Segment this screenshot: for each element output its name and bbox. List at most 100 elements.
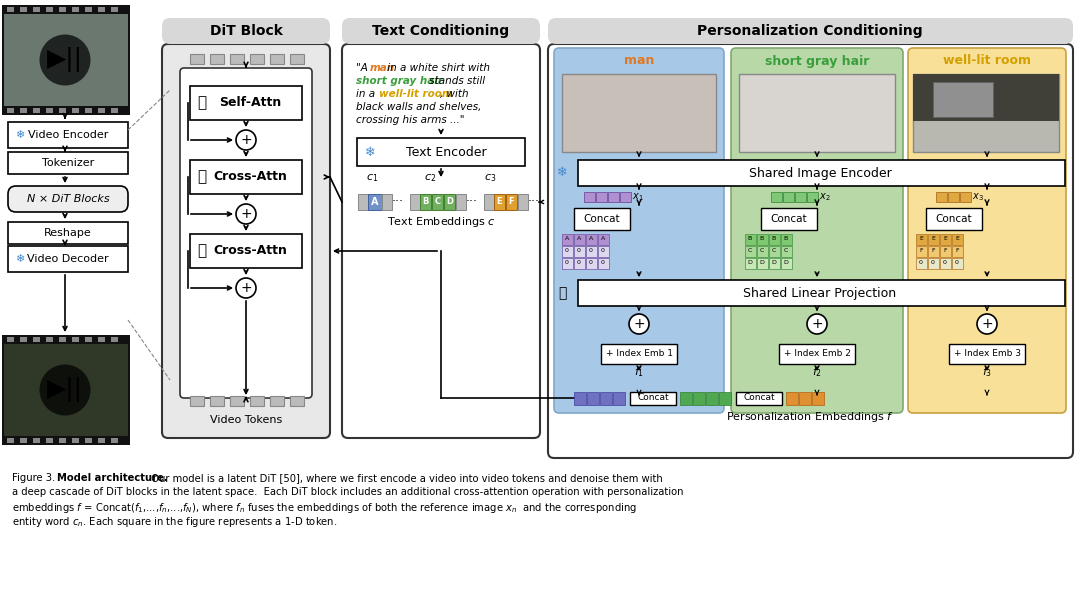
Bar: [588, 392, 599, 405]
FancyBboxPatch shape: [162, 44, 330, 438]
Bar: [59, 438, 66, 443]
Text: ▶||: ▶||: [48, 48, 83, 72]
Text: +: +: [240, 133, 252, 147]
Text: $x_3$: $x_3$: [972, 191, 984, 203]
Text: F: F: [919, 249, 922, 253]
Bar: [21, 7, 27, 12]
Text: well-lit room: well-lit room: [943, 55, 1031, 68]
Bar: [761, 208, 816, 230]
Text: $c_3$: $c_3$: [484, 172, 496, 184]
Text: 0: 0: [955, 260, 959, 266]
Bar: [190, 396, 204, 406]
Bar: [59, 337, 66, 342]
Text: A: A: [600, 237, 605, 241]
Bar: [598, 246, 609, 257]
Text: + Index Emb 2: + Index Emb 2: [784, 349, 850, 359]
Bar: [270, 396, 284, 406]
Text: short gray hair: short gray hair: [765, 55, 869, 68]
Bar: [786, 392, 798, 405]
Text: F: F: [931, 249, 935, 253]
Text: N × DiT Blocks: N × DiT Blocks: [27, 194, 109, 204]
Bar: [600, 344, 677, 364]
Text: D: D: [747, 260, 753, 266]
Bar: [916, 234, 927, 245]
Bar: [33, 7, 40, 12]
Bar: [562, 258, 573, 269]
Bar: [562, 234, 573, 245]
Bar: [85, 438, 92, 443]
Bar: [6, 337, 14, 342]
Bar: [600, 392, 612, 405]
Text: F: F: [509, 197, 514, 207]
Text: B: B: [760, 237, 765, 241]
Bar: [769, 258, 780, 269]
Text: black walls and shelves,: black walls and shelves,: [356, 102, 482, 112]
Text: a deep cascade of DiT blocks in the latent space.  Each DiT block includes an ad: a deep cascade of DiT blocks in the late…: [12, 487, 684, 497]
Bar: [719, 392, 731, 405]
Text: 0: 0: [589, 249, 593, 253]
FancyBboxPatch shape: [548, 18, 1074, 44]
Bar: [940, 234, 951, 245]
Text: Video Encoder: Video Encoder: [28, 130, 108, 140]
Text: ❄: ❄: [365, 145, 375, 158]
Text: short gray hair: short gray hair: [356, 76, 443, 86]
Text: $f_2$: $f_2$: [812, 365, 822, 379]
Bar: [111, 337, 118, 342]
Bar: [928, 234, 939, 245]
Bar: [456, 194, 465, 210]
Bar: [249, 54, 264, 64]
Text: C: C: [434, 197, 441, 207]
Bar: [46, 7, 53, 12]
Text: $f_1$: $f_1$: [634, 365, 644, 379]
Bar: [357, 194, 368, 210]
FancyBboxPatch shape: [731, 48, 903, 413]
Text: A: A: [372, 197, 379, 207]
Bar: [382, 194, 392, 210]
Text: ❄: ❄: [557, 167, 567, 180]
Bar: [757, 258, 768, 269]
Bar: [21, 337, 27, 342]
Bar: [562, 246, 573, 257]
Bar: [46, 337, 53, 342]
Text: D: D: [784, 260, 788, 266]
Text: embeddings $f$ = Concat($f_1$,...,$f_n$,...,$f_N$), where $f_n$ fuses the embedd: embeddings $f$ = Concat($f_1$,...,$f_n$,…: [12, 501, 637, 515]
Bar: [21, 438, 27, 443]
Bar: [190, 160, 302, 194]
Bar: [4, 344, 129, 436]
Bar: [948, 192, 959, 202]
Text: Reshape: Reshape: [44, 228, 92, 238]
Bar: [812, 392, 824, 405]
Bar: [46, 108, 53, 113]
Bar: [769, 246, 780, 257]
Text: 0: 0: [602, 260, 605, 266]
Text: Self-Attn: Self-Attn: [219, 97, 281, 110]
Bar: [190, 234, 302, 268]
Bar: [368, 194, 382, 210]
Bar: [757, 234, 768, 245]
Text: Concat: Concat: [637, 393, 669, 402]
Text: +: +: [240, 281, 252, 295]
Bar: [781, 246, 792, 257]
Bar: [771, 192, 782, 202]
Bar: [573, 246, 585, 257]
Bar: [72, 108, 79, 113]
Bar: [85, 337, 92, 342]
Text: DiT Block: DiT Block: [210, 24, 283, 38]
Text: E: E: [497, 197, 502, 207]
Bar: [72, 7, 79, 12]
Text: Text Encoder: Text Encoder: [406, 145, 486, 158]
Bar: [2, 335, 130, 445]
Bar: [98, 438, 105, 443]
Bar: [578, 160, 1065, 186]
Text: Model architecture.: Model architecture.: [57, 473, 167, 483]
Bar: [735, 392, 782, 405]
Text: D: D: [446, 197, 453, 207]
Bar: [111, 7, 118, 12]
Text: +: +: [633, 317, 645, 331]
Bar: [111, 438, 118, 443]
Bar: [21, 108, 27, 113]
Text: + Index Emb 1: + Index Emb 1: [606, 349, 673, 359]
Circle shape: [807, 314, 827, 334]
Text: 0: 0: [602, 249, 605, 253]
Text: ···: ···: [465, 196, 478, 209]
